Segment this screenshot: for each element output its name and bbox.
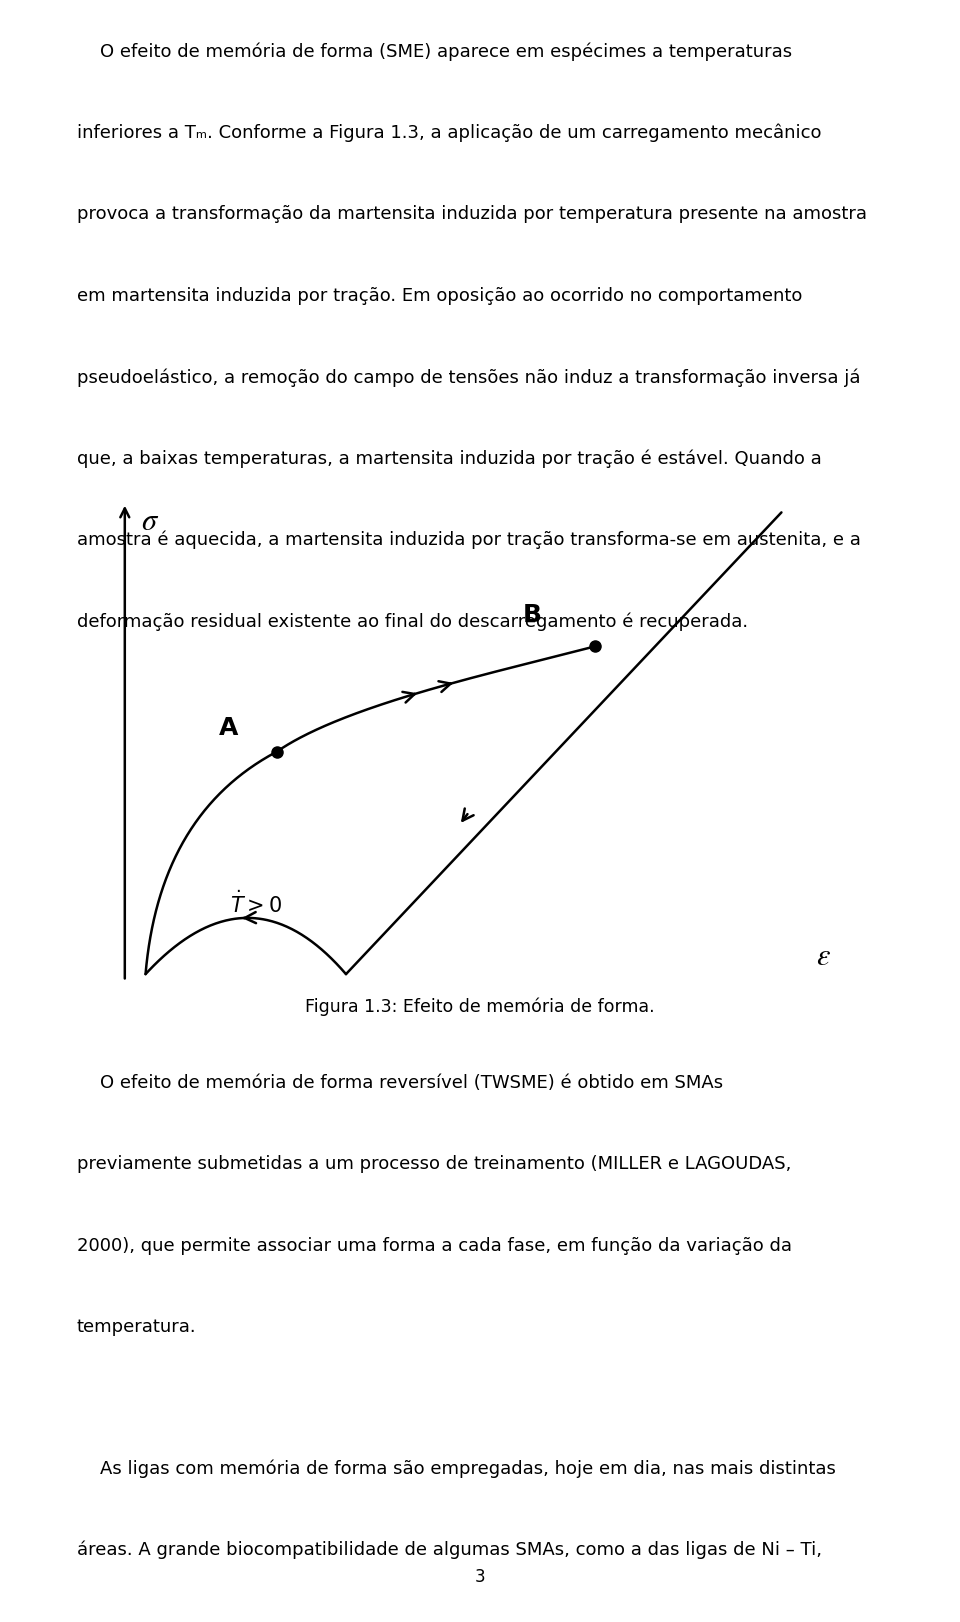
Text: áreas. A grande biocompatibilidade de algumas SMAs, como a das ligas de Ni – Ti,: áreas. A grande biocompatibilidade de al… xyxy=(77,1541,822,1559)
Text: temperatura.: temperatura. xyxy=(77,1319,197,1337)
Text: amostra é aquecida, a martensita induzida por tração transforma-se em austenita,: amostra é aquecida, a martensita induzid… xyxy=(77,530,861,550)
Text: O efeito de memória de forma reversível (TWSME) é obtido em SMAs: O efeito de memória de forma reversível … xyxy=(77,1074,723,1092)
Text: provoca a transformação da martensita induzida por temperatura presente na amost: provoca a transformação da martensita in… xyxy=(77,204,867,224)
Text: previamente submetidas a um processo de treinamento (MILLER e LAGOUDAS,: previamente submetidas a um processo de … xyxy=(77,1155,791,1173)
Text: deformação residual existente ao final do descarregamento é recuperada.: deformação residual existente ao final d… xyxy=(77,613,748,631)
Text: que, a baixas temperaturas, a martensita induzida por tração é estável. Quando a: que, a baixas temperaturas, a martensita… xyxy=(77,449,822,469)
Text: B: B xyxy=(523,603,542,628)
Text: 3: 3 xyxy=(474,1568,486,1586)
Text: inferiores a Tₘ. Conforme a Figura 1.3, a aplicação de um carregamento mecânico: inferiores a Tₘ. Conforme a Figura 1.3, … xyxy=(77,123,822,143)
Text: em martensita induzida por tração. Em oposição ao ocorrido no comportamento: em martensita induzida por tração. Em op… xyxy=(77,287,803,305)
Text: $\dot{T}>0$: $\dot{T}>0$ xyxy=(230,892,282,918)
Text: ε: ε xyxy=(816,944,829,972)
Text: As ligas com memória de forma são empregadas, hoje em dia, nas mais distintas: As ligas com memória de forma são empreg… xyxy=(77,1460,835,1478)
Text: A: A xyxy=(219,715,238,740)
Text: Figura 1.3: Efeito de memória de forma.: Figura 1.3: Efeito de memória de forma. xyxy=(305,998,655,1015)
Text: pseudoelástico, a remoção do campo de tensões não induz a transformação inversa : pseudoelástico, a remoção do campo de te… xyxy=(77,368,860,386)
Text: σ: σ xyxy=(141,508,156,535)
Text: O efeito de memória de forma (SME) aparece em espécimes a temperaturas: O efeito de memória de forma (SME) apare… xyxy=(77,42,792,60)
Text: 2000), que permite associar uma forma a cada fase, em função da variação da: 2000), que permite associar uma forma a … xyxy=(77,1236,792,1255)
